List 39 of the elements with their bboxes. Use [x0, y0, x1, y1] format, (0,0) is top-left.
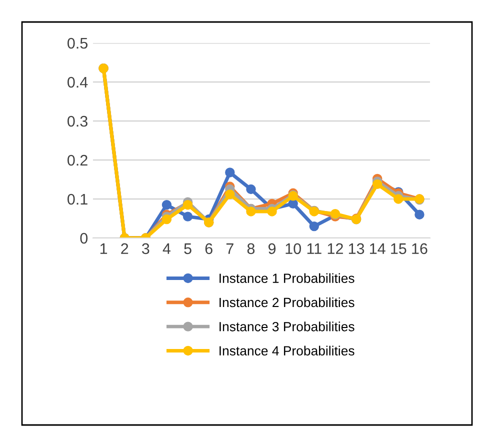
- point: [288, 198, 298, 209]
- point: [162, 200, 172, 210]
- point: [162, 214, 172, 224]
- point: [246, 184, 256, 194]
- point: [225, 168, 235, 178]
- y-tick-label: 0.2: [68, 154, 88, 166]
- legend-label: Instance 3 Probabilities: [220, 322, 354, 332]
- point: [309, 221, 320, 232]
- legend-label: Instance 2 Probabilities: [220, 297, 354, 308]
- point: [394, 194, 404, 204]
- x-tick-label: 6: [205, 243, 212, 254]
- y-tick-label: 0.1: [68, 194, 88, 205]
- x-tick-label: 11: [307, 243, 322, 254]
- y-tick-label: 0.4: [68, 76, 88, 88]
- y-tick-label: 0: [80, 232, 88, 244]
- x-tick-label: 10: [286, 243, 301, 254]
- y-tick-label: 0.5: [68, 38, 88, 49]
- point: [267, 206, 277, 216]
- x-tick-label: 7: [226, 243, 234, 254]
- x-tick-label: 1: [100, 243, 108, 254]
- point: [182, 212, 193, 222]
- x-tick-label: 4: [162, 243, 171, 254]
- point: [414, 210, 424, 220]
- x-tick-label: 3: [142, 243, 150, 254]
- y-tick-label: 0.3: [68, 116, 88, 127]
- x-tick-label: 5: [184, 243, 192, 254]
- point: [372, 179, 382, 190]
- x-tick-label: 12: [328, 243, 343, 254]
- x-tick-label: 2: [121, 243, 128, 254]
- x-tick-label: 14: [370, 243, 386, 254]
- x-tick-label: 15: [391, 243, 406, 254]
- x-tick-label: 13: [348, 243, 364, 254]
- x-tick-label: 16: [412, 243, 428, 254]
- x-tick-label: 8: [247, 243, 255, 254]
- point: [246, 206, 256, 216]
- legend-label: Instance 4 Probabilities: [220, 346, 354, 356]
- legend-label: Instance 1 Probabilities: [220, 273, 354, 283]
- x-tick-label: 9: [268, 243, 276, 254]
- point: [225, 189, 235, 200]
